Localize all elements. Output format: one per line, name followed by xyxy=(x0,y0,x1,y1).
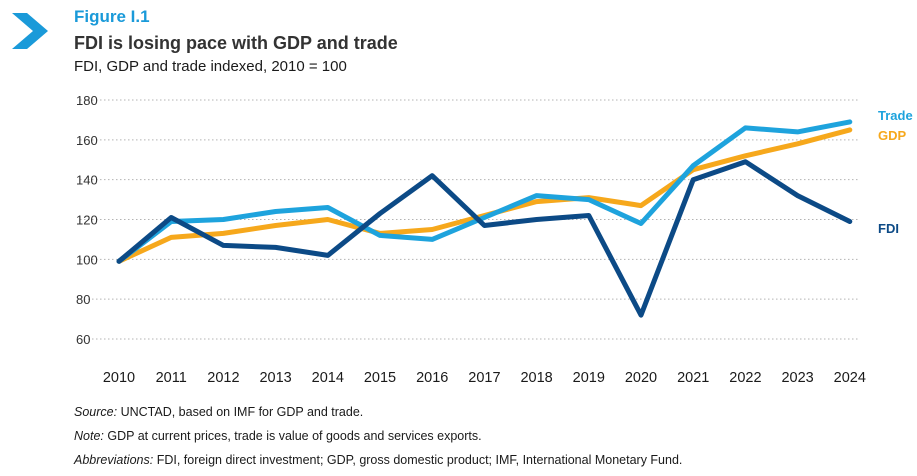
x-tick-label-2017: 2017 xyxy=(468,370,500,386)
x-tick-label-2013: 2013 xyxy=(259,370,291,386)
chevron-right-icon xyxy=(12,13,48,49)
x-tick-label-2024: 2024 xyxy=(834,370,866,386)
series-line-fdi xyxy=(116,159,853,318)
figure-subtitle: FDI, GDP and trade indexed, 2010 = 100 xyxy=(74,58,347,75)
y-tick-label-120: 120 xyxy=(76,213,98,228)
series-line-gdp xyxy=(116,127,853,264)
figure-notes: Source: UNCTAD, based on IMF for GDP and… xyxy=(74,404,904,476)
source-note: Source: UNCTAD, based on IMF for GDP and… xyxy=(74,404,904,428)
x-tick-label-2019: 2019 xyxy=(573,370,605,386)
y-tick-label-60: 60 xyxy=(76,332,90,347)
x-tick-label-2018: 2018 xyxy=(520,370,552,386)
abbreviations-note-key: Abbreviations: xyxy=(74,453,154,467)
figure-header: Figure I.1 FDI is losing pace with GDP a… xyxy=(0,0,917,90)
line-chart: 60 80 100 120 140 160 180 2010 2011 2012 2013 2014… xyxy=(76,93,913,386)
y-tick-label-100: 100 xyxy=(76,252,98,267)
note-text: GDP at current prices, trade is value of… xyxy=(103,429,482,443)
series-line-trade xyxy=(116,119,853,264)
x-tick-label-2011: 2011 xyxy=(156,370,187,386)
y-axis: 60 80 100 120 140 160 180 xyxy=(76,93,98,347)
y-tick-label-140: 140 xyxy=(76,173,98,188)
x-tick-label-2016: 2016 xyxy=(416,370,448,386)
x-tick-label-2021: 2021 xyxy=(677,370,709,386)
y-tick-label-80: 80 xyxy=(76,292,90,307)
abbreviations-note-text: FDI, foreign direct investment; GDP, gro… xyxy=(153,453,683,467)
x-axis: 2010 2011 2012 2013 2014 2015 2016 2017 2018 2019… xyxy=(103,370,866,386)
series-label-fdi: FDI xyxy=(878,221,899,236)
series-label-gdp: GDP xyxy=(878,128,907,143)
series-label-trade: Trade xyxy=(878,108,913,123)
x-tick-label-2014: 2014 xyxy=(312,370,344,386)
note-key: Note: xyxy=(74,429,104,443)
x-tick-label-2010: 2010 xyxy=(103,370,135,386)
y-tick-label-180: 180 xyxy=(76,93,98,108)
abbreviations-note: Abbreviations: FDI, foreign direct inves… xyxy=(74,452,904,476)
source-note-text: UNCTAD, based on IMF for GDP and trade. xyxy=(117,405,364,419)
x-tick-label-2022: 2022 xyxy=(729,370,761,386)
y-tick-label-160: 160 xyxy=(76,133,98,148)
note-line: Note: GDP at current prices, trade is va… xyxy=(74,428,904,452)
x-tick-label-2012: 2012 xyxy=(207,370,239,386)
chart-series xyxy=(116,119,853,318)
x-tick-label-2015: 2015 xyxy=(364,370,396,386)
chart-series-labels: GDP Trade FDI xyxy=(878,108,913,236)
figure-label: Figure I.1 xyxy=(74,7,150,26)
x-tick-label-2023: 2023 xyxy=(781,370,813,386)
figure-title: FDI is losing pace with GDP and trade xyxy=(74,33,398,53)
source-note-key: Source: xyxy=(74,405,118,419)
x-tick-label-2020: 2020 xyxy=(625,370,657,386)
